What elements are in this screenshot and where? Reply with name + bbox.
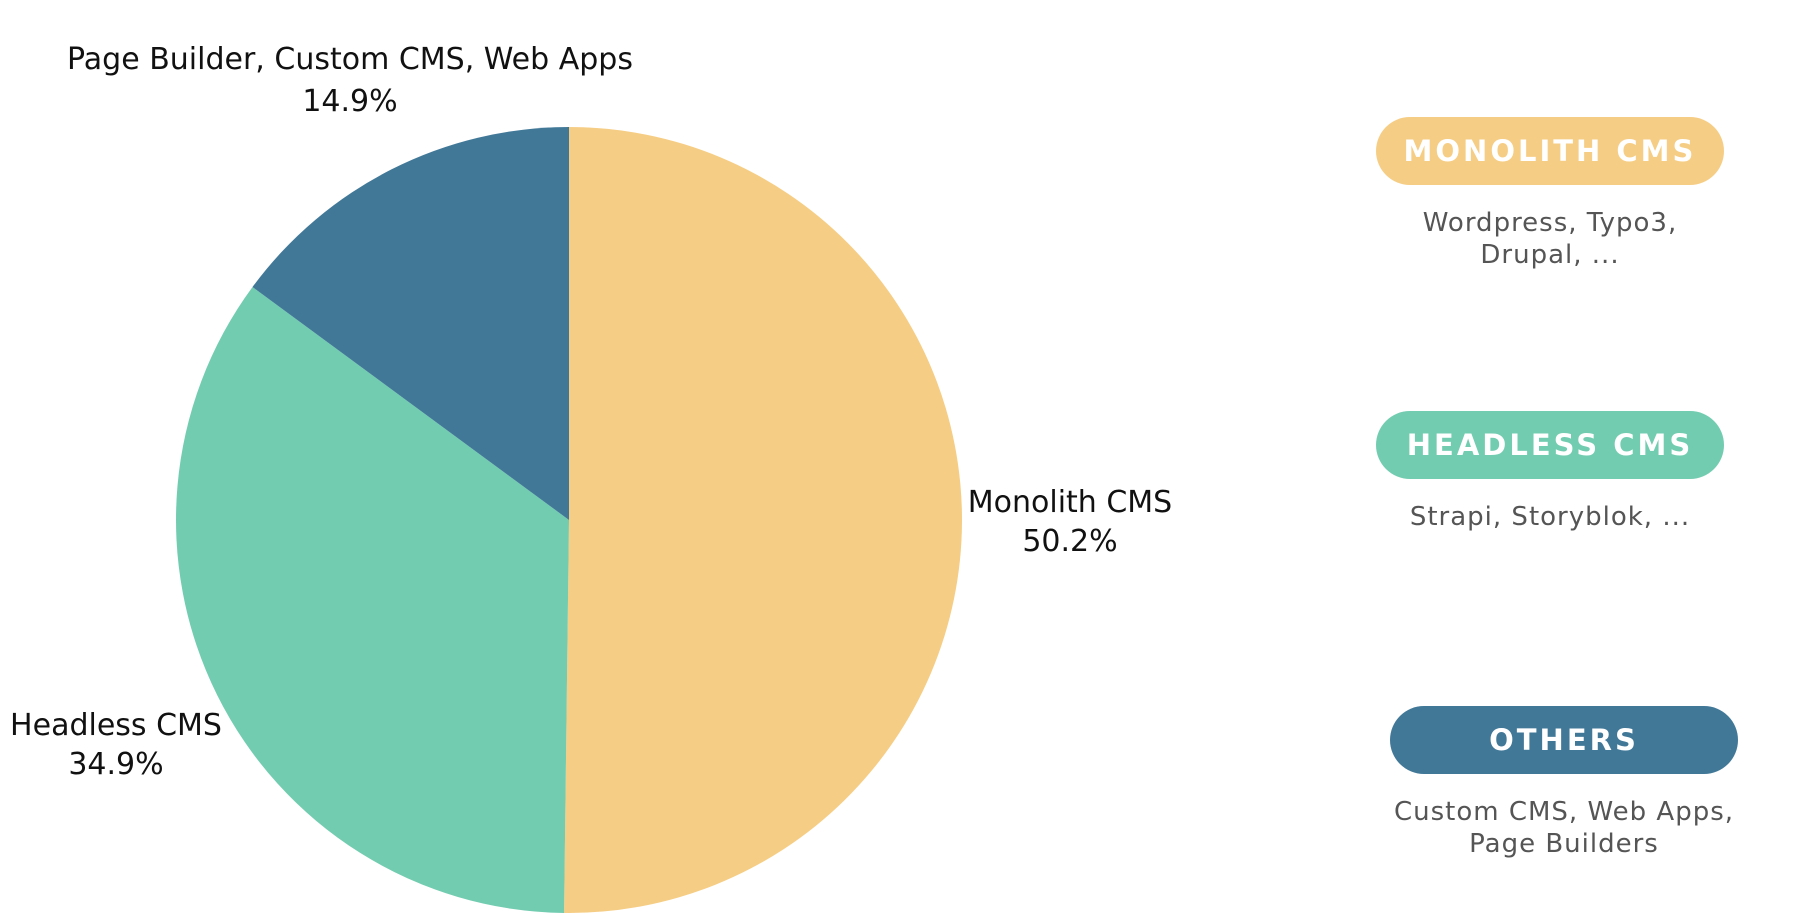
slice-label-value-others: 14.9% — [302, 84, 397, 119]
pie-slice-others — [252, 127, 569, 520]
legend-item-monolith: MONOLITH CMS Wordpress, Typo3, Drupal, .… — [1340, 117, 1760, 271]
legend-description-monolith: Wordpress, Typo3, Drupal, ... — [1340, 207, 1760, 271]
legend-pill-monolith: MONOLITH CMS — [1376, 117, 1724, 185]
slice-label-name-monolith: Monolith CMS — [968, 485, 1172, 520]
pie-slices — [175, 127, 962, 914]
legend-description-line: Drupal, ... — [1480, 240, 1620, 270]
pie-slice-monolith — [564, 127, 962, 914]
legend-description-line: Wordpress, Typo3, — [1422, 208, 1678, 238]
legend-description-line: Custom CMS, Web Apps, — [1393, 797, 1735, 827]
legend-item-others: OTHERS Custom CMS, Web Apps, Page Builde… — [1354, 706, 1774, 860]
legend-description-headless: Strapi, Storyblok, ... — [1340, 501, 1760, 533]
slice-label-value-monolith: 50.2% — [1022, 524, 1117, 559]
pie-slice-headless — [175, 287, 569, 913]
legend-item-headless: HEADLESS CMS Strapi, Storyblok, ... — [1340, 411, 1760, 533]
legend-description-others: Custom CMS, Web Apps, Page Builders — [1354, 796, 1774, 860]
slice-label-name-headless: Headless CMS — [10, 708, 222, 743]
legend-pill-headless: HEADLESS CMS — [1376, 411, 1724, 479]
slice-label-name-others: Page Builder, Custom CMS, Web Apps — [67, 42, 633, 77]
slice-label-value-headless: 34.9% — [68, 747, 163, 782]
legend-description-line: Strapi, Storyblok, ... — [1409, 502, 1691, 532]
legend-description-line: Page Builders — [1469, 829, 1659, 859]
legend-pill-others: OTHERS — [1390, 706, 1738, 774]
